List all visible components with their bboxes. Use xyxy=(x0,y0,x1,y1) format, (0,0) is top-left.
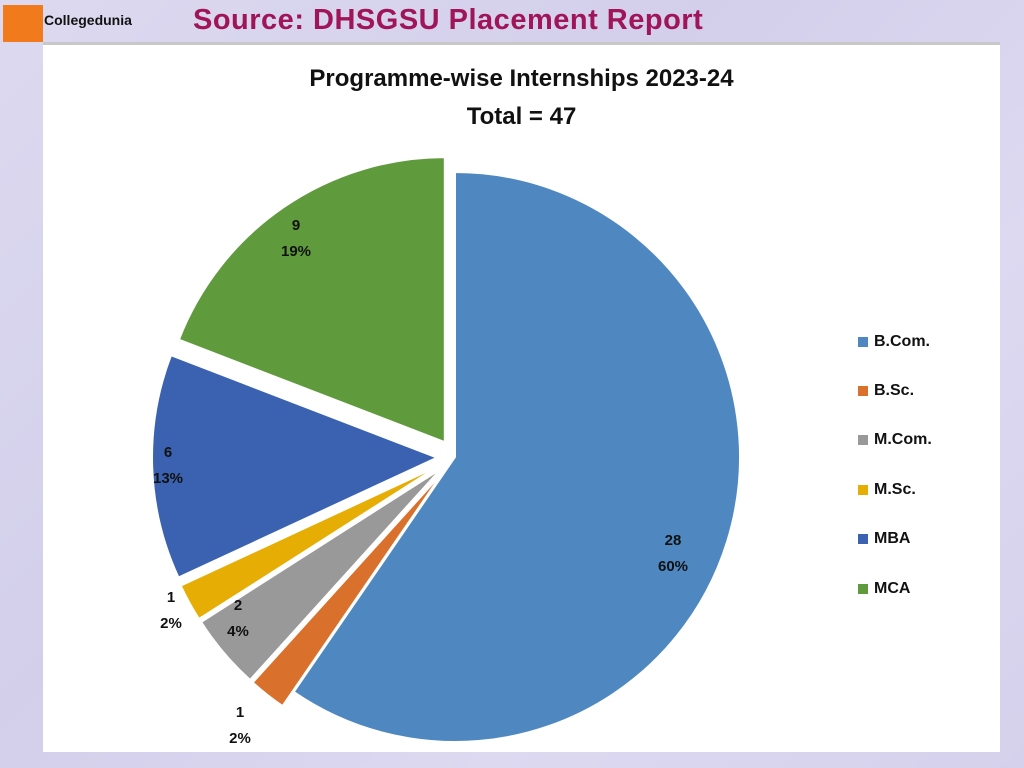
slice-percent-label: 2% xyxy=(229,730,251,747)
legend-item-bcom: B.Com. xyxy=(858,317,932,366)
legend-label: MBA xyxy=(874,530,911,548)
brand-name: Collegedunia xyxy=(44,12,132,28)
legend-item-mca: MCA xyxy=(858,564,932,613)
legend-label: MCA xyxy=(874,579,911,597)
slice-value-label: 28 xyxy=(665,532,682,549)
chart-panel: Programme-wise Internships 2023-24 Total… xyxy=(43,42,1000,752)
legend-label: B.Com. xyxy=(874,332,930,350)
legend-label: M.Sc. xyxy=(874,480,916,498)
legend-item-mcom: M.Com. xyxy=(858,416,932,465)
legend-swatch-icon xyxy=(858,435,868,446)
source-title: Source: DHSGSU Placement Report xyxy=(193,4,704,36)
pie-slice-mca xyxy=(177,156,446,444)
pie-chart: 28 60% 1 2% 2 4% 1 2% 6 13% 9 19% xyxy=(151,156,741,747)
legend-label: M.Com. xyxy=(874,431,932,449)
slice-value-label: 9 xyxy=(292,217,300,234)
pie-slice-bsc xyxy=(251,470,445,708)
slice-percent-label: 4% xyxy=(227,623,249,640)
collegedunia-logo-icon xyxy=(3,5,43,42)
slice-value-label: 2 xyxy=(234,597,242,614)
legend-swatch-icon xyxy=(858,534,868,545)
slice-percent-label: 2% xyxy=(160,615,182,632)
legend: B.Com. B.Sc. M.Com. M.Sc. MBA MCA xyxy=(858,317,932,613)
slice-percent-label: 13% xyxy=(153,470,183,487)
pie-slice-msc xyxy=(179,464,440,621)
pie-slice-mcom xyxy=(199,467,442,682)
pie-slice-bcom xyxy=(292,170,741,743)
chart-subtitle: Total = 47 xyxy=(466,103,577,130)
legend-item-bsc: B.Sc. xyxy=(858,366,932,415)
slice-value-label: 1 xyxy=(167,589,175,606)
slice-percent-label: 60% xyxy=(658,558,688,575)
legend-swatch-icon xyxy=(858,583,868,594)
chart-title: Programme-wise Internships 2023-24 xyxy=(309,65,734,92)
legend-label: B.Sc. xyxy=(874,382,915,400)
legend-swatch-icon xyxy=(858,386,868,397)
legend-swatch-icon xyxy=(858,484,868,495)
slice-value-label: 1 xyxy=(236,704,244,721)
legend-item-mba: MBA xyxy=(858,515,932,564)
legend-swatch-icon xyxy=(858,336,868,347)
slice-value-label: 6 xyxy=(164,444,172,461)
slice-percent-label: 19% xyxy=(281,243,311,260)
legend-item-msc: M.Sc. xyxy=(858,465,932,514)
pie-slice-mba xyxy=(151,353,440,579)
